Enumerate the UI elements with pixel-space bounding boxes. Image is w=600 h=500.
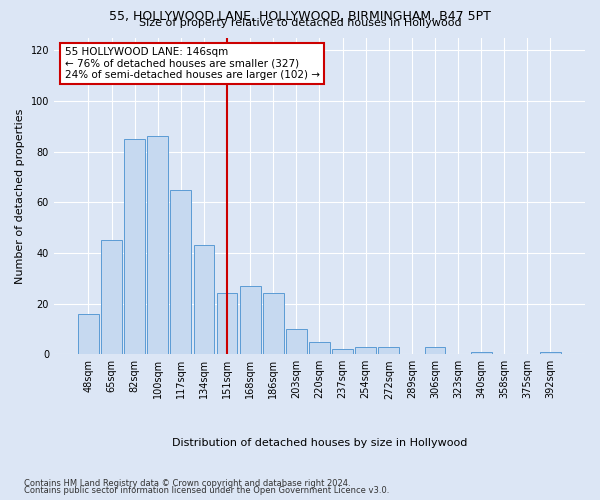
Text: 55, HOLLYWOOD LANE, HOLLYWOOD, BIRMINGHAM, B47 5PT: 55, HOLLYWOOD LANE, HOLLYWOOD, BIRMINGHA…	[109, 10, 491, 23]
Bar	[240, 286, 260, 354]
Bar	[355, 346, 376, 354]
Bar	[170, 190, 191, 354]
Text: Contains HM Land Registry data © Crown copyright and database right 2024.: Contains HM Land Registry data © Crown c…	[24, 478, 350, 488]
Bar	[194, 246, 214, 354]
Text: Size of property relative to detached houses in Hollywood: Size of property relative to detached ho…	[139, 18, 461, 28]
X-axis label: Distribution of detached houses by size in Hollywood: Distribution of detached houses by size …	[172, 438, 467, 448]
Bar	[540, 352, 561, 354]
Bar	[332, 349, 353, 354]
Bar	[124, 139, 145, 354]
Bar	[148, 136, 168, 354]
Bar	[286, 329, 307, 354]
Bar	[101, 240, 122, 354]
Text: 55 HOLLYWOOD LANE: 146sqm
← 76% of detached houses are smaller (327)
24% of semi: 55 HOLLYWOOD LANE: 146sqm ← 76% of detac…	[65, 47, 320, 80]
Bar	[471, 352, 491, 354]
Text: Contains public sector information licensed under the Open Government Licence v3: Contains public sector information licen…	[24, 486, 389, 495]
Bar	[425, 346, 445, 354]
Bar	[217, 294, 238, 354]
Bar	[379, 346, 399, 354]
Bar	[309, 342, 330, 354]
Bar	[78, 314, 99, 354]
Bar	[263, 294, 284, 354]
Y-axis label: Number of detached properties: Number of detached properties	[15, 108, 25, 284]
